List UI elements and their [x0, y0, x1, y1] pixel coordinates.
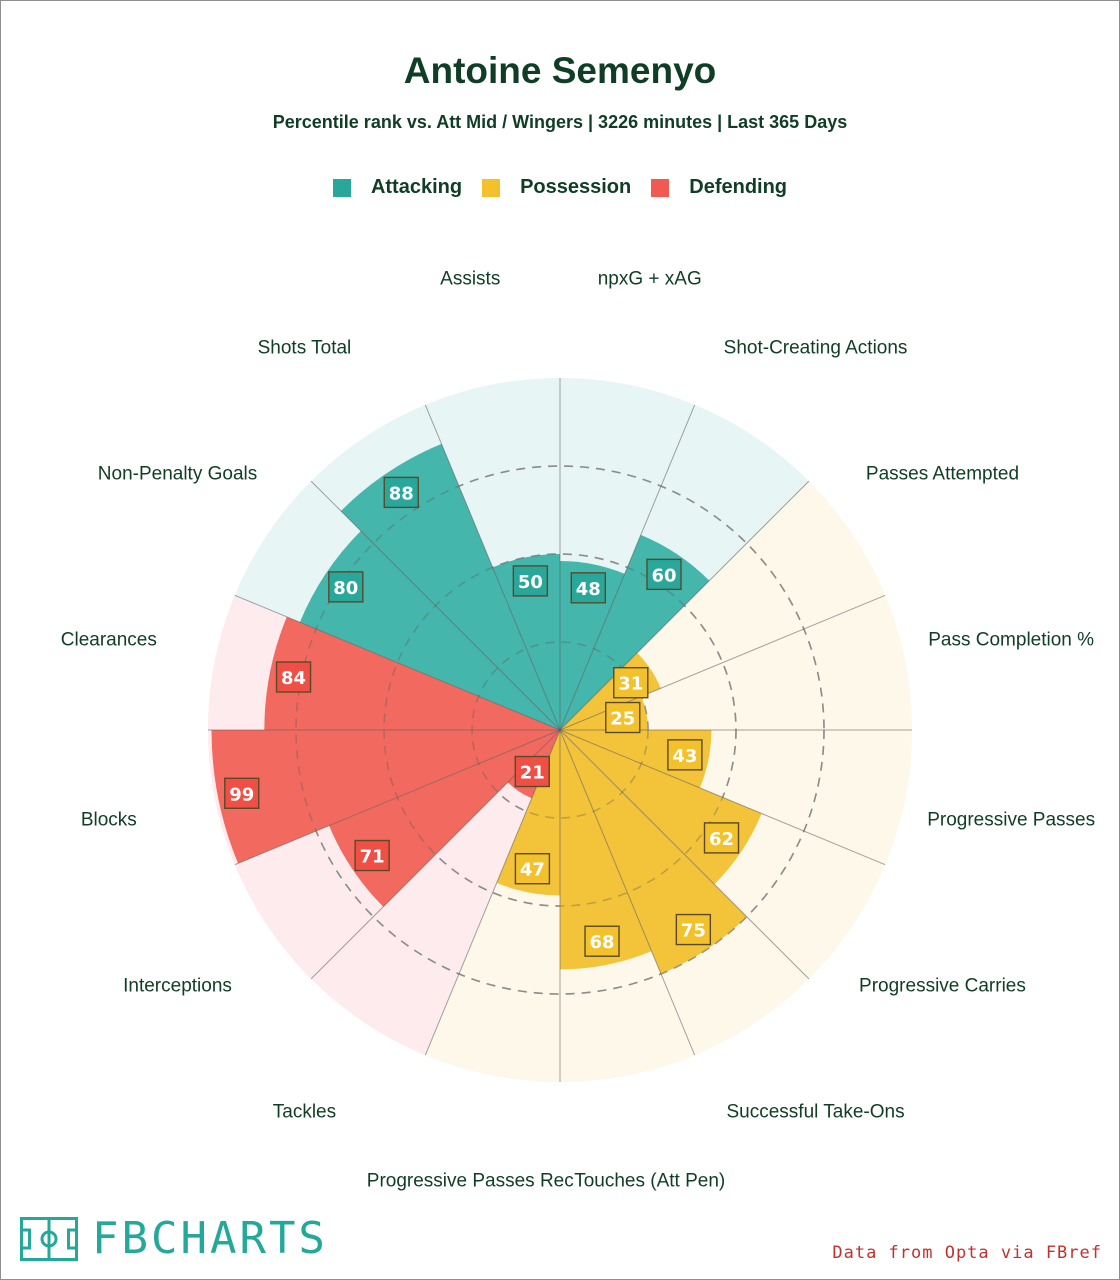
- spoke-7: [559, 729, 696, 1056]
- legend-item-defending: Defending: [651, 176, 787, 199]
- value-badge-clearances: [275, 661, 312, 693]
- value-badge-shots-total: [383, 476, 419, 509]
- value-wedge-clearances: [264, 616, 560, 730]
- value-badge-non-penalty-goals: [328, 571, 364, 603]
- value-wedge-shots-total: [340, 443, 560, 730]
- spoke-13: [234, 594, 561, 731]
- legend: Attacking Possession Defending: [0, 176, 1120, 199]
- chart-subtitle: Percentile rank vs. Att Mid / Wingers | …: [272, 112, 848, 132]
- spoke-2: [559, 480, 810, 731]
- value-badge-shot-creating-actions: [646, 558, 682, 591]
- value-badge-progressive-carries: [703, 822, 740, 854]
- value-label-progressive-passes-rec: 47: [520, 860, 545, 881]
- category-label-clearances: Clearances: [60, 629, 157, 651]
- spoke-14: [310, 480, 561, 731]
- category-label-tackles: Tackles: [272, 1101, 337, 1123]
- value-label-pass-completion: 25: [610, 709, 635, 730]
- value-label-npxg-xag: 48: [576, 579, 601, 600]
- spoke-6: [559, 729, 810, 980]
- value-wedge-non-penalty-goals: [299, 530, 560, 730]
- value-label-progressive-passes: 43: [672, 746, 697, 767]
- legend-swatch-attacking: [332, 178, 351, 197]
- value-label-progressive-carries: 62: [709, 829, 734, 850]
- background-wedge-tackles: [311, 730, 560, 1056]
- category-label-progressive-carries: Progressive Carries: [859, 975, 1026, 997]
- category-label-pass-completion: Pass Completion %: [928, 629, 1095, 651]
- value-badge-progressive-passes: [667, 739, 703, 771]
- category-label-progressive-passes-rec: Progressive Passes Rec: [366, 1170, 574, 1192]
- legend-item-attacking: Attacking: [332, 176, 463, 199]
- chart-title: Antoine Semenyo: [403, 50, 717, 91]
- value-wedge-successful-take-ons: [560, 730, 747, 974]
- value-badge-touches-att-pen: [584, 925, 620, 957]
- value-label-interceptions: 71: [360, 847, 385, 868]
- value-label-shot-creating-actions: 60: [651, 565, 676, 586]
- value-label-shots-total: 88: [389, 483, 414, 504]
- category-label-interceptions: Interceptions: [123, 975, 232, 997]
- value-badge-progressive-passes-rec: [514, 853, 551, 885]
- pitch-logo-icon: [20, 1217, 78, 1261]
- value-badge-pass-completion: [605, 701, 641, 734]
- brand: FBCHARTS: [20, 1215, 328, 1263]
- spoke-5: [559, 729, 886, 866]
- value-label-successful-take-ons: 75: [681, 921, 706, 942]
- category-label-successful-take-ons: Successful Take-Ons: [726, 1101, 905, 1123]
- data-source-note: Data from Opta via FBref: [832, 1243, 1102, 1263]
- category-label-assists: Assists: [440, 268, 501, 290]
- category-label-passes-attempted: Passes Attempted: [865, 463, 1020, 485]
- brand-logo-text: FBCHARTS: [92, 1213, 328, 1264]
- value-label-tackles: 21: [520, 763, 545, 784]
- category-label-npxg-xag: npxG + xAG: [597, 268, 702, 290]
- value-label-blocks: 99: [229, 784, 254, 805]
- category-label-touches-att-pen: Touches (Att Pen): [574, 1170, 726, 1192]
- value-badge-tackles: [514, 755, 550, 788]
- legend-label-attacking: Attacking: [370, 176, 463, 198]
- spoke-11: [234, 729, 561, 866]
- value-badge-assists: [512, 565, 549, 597]
- spoke-15: [424, 404, 561, 731]
- value-label-passes-attempted: 31: [618, 674, 643, 695]
- category-label-shot-creating-actions: Shot-Creating Actions: [723, 337, 908, 359]
- value-label-assists: 50: [518, 572, 543, 593]
- value-badge-interceptions: [354, 839, 390, 872]
- value-badge-npxg-xag: [570, 572, 606, 604]
- category-label-non-penalty-goals: Non-Penalty Goals: [97, 463, 258, 485]
- legend-label-defending: Defending: [689, 176, 788, 198]
- spoke-1: [559, 404, 696, 731]
- value-label-clearances: 84: [281, 668, 306, 689]
- value-wedge-assists: [492, 554, 560, 730]
- value-badge-blocks: [224, 777, 260, 810]
- legend-label-possession: Possession: [520, 176, 632, 198]
- legend-swatch-possession: [482, 178, 501, 197]
- value-label-touches-att-pen: 68: [589, 932, 614, 953]
- category-label-blocks: Blocks: [80, 809, 137, 831]
- category-label-shots-total: Shots Total: [257, 337, 352, 359]
- value-label-non-penalty-goals: 80: [333, 578, 358, 599]
- value-badge-passes-attempted: [613, 667, 649, 699]
- value-wedge-touches-att-pen: [560, 730, 652, 970]
- legend-item-possession: Possession: [482, 176, 631, 199]
- legend-swatch-defending: [651, 178, 670, 197]
- value-badge-successful-take-ons: [675, 913, 712, 946]
- value-wedge-blocks: [211, 730, 560, 864]
- category-label-progressive-passes: Progressive Passes: [927, 809, 1096, 831]
